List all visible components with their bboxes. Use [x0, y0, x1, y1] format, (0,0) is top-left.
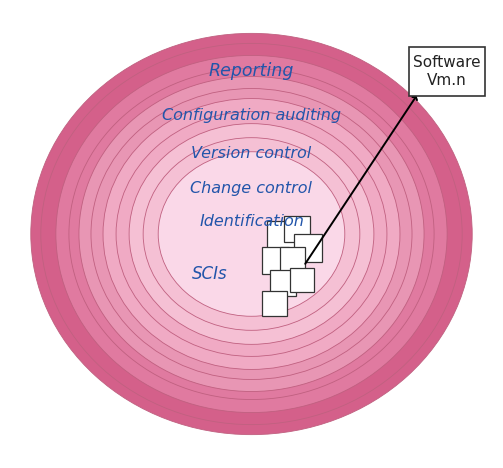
Ellipse shape: [103, 99, 400, 369]
Text: Software
Vm.n: Software Vm.n: [413, 55, 481, 88]
Text: Change control: Change control: [191, 182, 312, 197]
Bar: [267, 221, 295, 249]
Ellipse shape: [79, 76, 424, 392]
Bar: [294, 234, 322, 262]
Bar: [284, 216, 310, 242]
Bar: [290, 268, 314, 292]
Ellipse shape: [56, 55, 447, 413]
Bar: [280, 247, 305, 272]
Ellipse shape: [158, 152, 345, 316]
Bar: [262, 247, 289, 274]
Text: Version control: Version control: [191, 146, 312, 161]
Bar: [262, 291, 287, 316]
Ellipse shape: [31, 33, 472, 435]
Text: Identification: Identification: [199, 214, 304, 229]
Text: Reporting: Reporting: [209, 62, 294, 80]
Text: Configuration auditing: Configuration auditing: [162, 108, 341, 123]
Bar: [270, 270, 296, 296]
Text: SCIs: SCIs: [192, 265, 227, 283]
FancyBboxPatch shape: [409, 47, 485, 95]
Ellipse shape: [129, 124, 374, 344]
